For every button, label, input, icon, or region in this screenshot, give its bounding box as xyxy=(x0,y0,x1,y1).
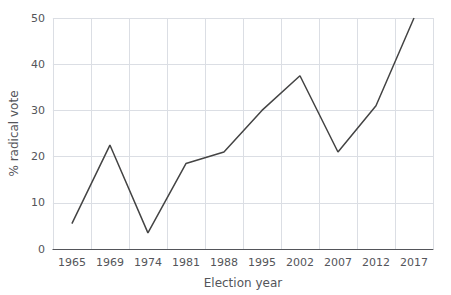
svg-text:30: 30 xyxy=(31,104,45,117)
svg-text:1981: 1981 xyxy=(172,256,200,269)
svg-text:1969: 1969 xyxy=(96,256,124,269)
svg-text:1974: 1974 xyxy=(134,256,162,269)
svg-text:50: 50 xyxy=(31,12,45,25)
svg-text:10: 10 xyxy=(31,196,45,209)
svg-text:Election year: Election year xyxy=(204,276,283,290)
svg-text:2007: 2007 xyxy=(324,256,352,269)
svg-text:2002: 2002 xyxy=(286,256,314,269)
svg-text:20: 20 xyxy=(31,150,45,163)
svg-text:1995: 1995 xyxy=(248,256,276,269)
svg-text:2017: 2017 xyxy=(400,256,428,269)
svg-text:% radical vote: % radical vote xyxy=(7,90,21,176)
svg-text:1988: 1988 xyxy=(210,256,238,269)
svg-text:2012: 2012 xyxy=(362,256,390,269)
svg-text:1965: 1965 xyxy=(58,256,86,269)
svg-text:0: 0 xyxy=(38,243,45,256)
svg-text:40: 40 xyxy=(31,58,45,71)
